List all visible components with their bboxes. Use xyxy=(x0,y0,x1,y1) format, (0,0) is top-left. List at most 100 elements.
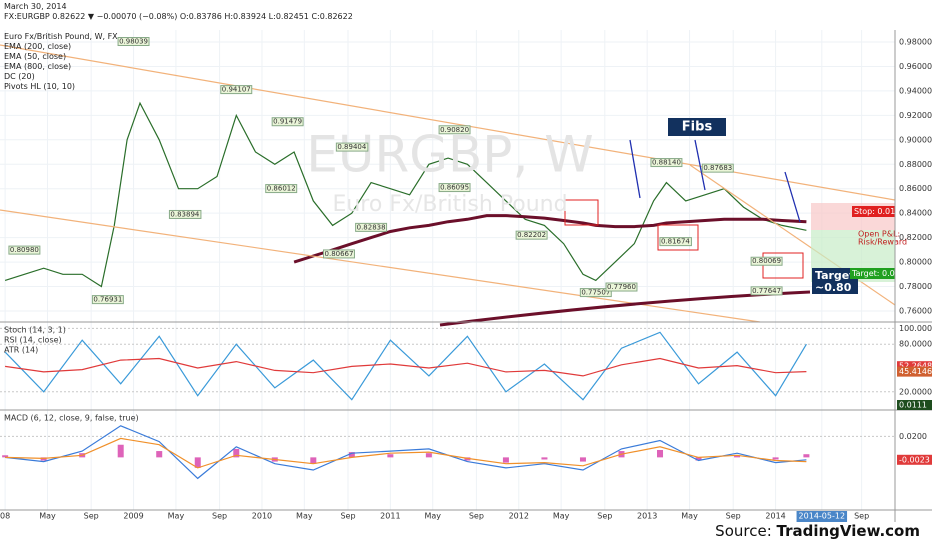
arrow xyxy=(784,171,801,223)
open-pl: Open P&L: xyxy=(858,230,900,239)
value-tag xyxy=(897,454,932,465)
x-tick-label: 2011 xyxy=(380,512,400,521)
pivot-label: 0.86095 xyxy=(440,184,469,192)
target-title: Target xyxy=(815,269,855,282)
x-tick-label: Sep xyxy=(84,512,99,521)
pivot-label: 0.82202 xyxy=(517,231,546,239)
x-tick-label: May xyxy=(553,512,570,521)
pivot-label: 0.91479 xyxy=(273,118,302,126)
legend-entry: EMA (800, close) xyxy=(4,62,72,71)
pivot-box xyxy=(168,209,202,219)
y-tick-label: 0.82000 xyxy=(899,233,932,242)
pivot-label: 0.82838 xyxy=(357,223,386,231)
pivot-box xyxy=(335,142,369,152)
series-line xyxy=(293,214,807,264)
histogram-bar xyxy=(2,455,9,458)
y-tick-label: 0.94000 xyxy=(899,86,932,95)
pivot-box xyxy=(8,245,41,255)
x-tick-label: 2014 xyxy=(765,512,785,521)
histogram-bar xyxy=(117,444,124,458)
source-prefix: Source: xyxy=(715,522,777,540)
source-site: TradingView.com xyxy=(776,522,920,540)
fibs-label: Fibs xyxy=(682,120,713,135)
pivot-label: 0.81674 xyxy=(661,238,690,246)
series-line xyxy=(4,331,807,401)
pivot-box xyxy=(750,256,783,266)
pivot-box xyxy=(650,158,683,168)
histogram-bar xyxy=(502,457,509,463)
date: March 30, 2014 xyxy=(4,2,67,11)
histogram-bar xyxy=(541,457,548,460)
histogram-bar xyxy=(310,457,317,464)
y-tick-label: 0.0200 xyxy=(899,432,927,441)
histogram-bar xyxy=(233,448,240,458)
x-tick-label: Sep xyxy=(726,512,741,521)
pane xyxy=(0,327,895,401)
histogram-bar xyxy=(387,454,394,458)
target-tag xyxy=(850,268,895,279)
x-tick-label: Sep xyxy=(469,512,484,521)
x-tick-label: 08 xyxy=(0,512,10,521)
value-tag-label: 45.4146 xyxy=(899,367,932,376)
pivot-box xyxy=(323,249,355,259)
value-tag-label: 0.0111 xyxy=(899,401,927,410)
x-tick-label: May xyxy=(168,512,185,521)
pivot-label: 0.88140 xyxy=(652,159,681,167)
histogram-bar xyxy=(734,455,741,458)
pivot-label: 0.80980 xyxy=(10,246,39,254)
y-tick-label: 20.0000 xyxy=(899,387,932,396)
pivot-box xyxy=(659,237,692,247)
pivot-label: 0.77960 xyxy=(607,283,636,291)
trend-line xyxy=(0,44,896,201)
pivot-box xyxy=(605,282,638,292)
pivot-label: 0.80667 xyxy=(325,250,354,258)
watermark-name: Euro Fx/British Pound xyxy=(332,192,567,217)
histogram-bar xyxy=(803,454,810,458)
y-tick-label: 100.0000 xyxy=(899,324,932,333)
histogram-bar xyxy=(156,451,163,458)
pivot-box xyxy=(438,125,471,135)
pivot-label: 0.90820 xyxy=(440,126,469,134)
y-tick-label: 80.0000 xyxy=(899,340,932,349)
legend-entry: EMA (200, close) xyxy=(4,42,72,51)
arrow xyxy=(629,139,641,199)
legend-entry: Pivots HL (10, 10) xyxy=(4,82,76,91)
x-tick-label: Sep xyxy=(854,512,869,521)
x-tick-label: Sep xyxy=(212,512,227,521)
pane xyxy=(0,425,895,480)
y-tick-label: 0.98000 xyxy=(899,37,932,46)
pane-subtitle: RSI (14, close) xyxy=(4,336,62,345)
risk-reward: Risk/Reward xyxy=(858,238,907,247)
pivot-box xyxy=(220,85,253,95)
legend-entry: EMA (50, close) xyxy=(4,52,67,61)
watermark-symbol: EURGBP, W xyxy=(306,126,593,184)
y-tick-label: 0.90000 xyxy=(899,135,932,144)
x-tick-label: 2013 xyxy=(637,512,657,521)
x-tick-label: May xyxy=(39,512,56,521)
series-line xyxy=(4,101,807,288)
pivot-box xyxy=(355,222,388,232)
pane-title: MACD (6, 12, close, 9, false, true) xyxy=(4,414,139,423)
pivot-box xyxy=(750,286,783,296)
legend-entry: DC (20) xyxy=(4,72,35,81)
histogram-bar xyxy=(425,453,432,458)
histogram-bar xyxy=(579,457,586,462)
y-tick-label: 0.86000 xyxy=(899,184,932,193)
x-tick-label: Sep xyxy=(597,512,612,521)
x-tick-label: 2010 xyxy=(252,512,272,521)
value-tag-label: -0.0023 xyxy=(899,455,930,464)
x-tick-label: May xyxy=(681,512,698,521)
pivot-label: 0.80069 xyxy=(752,257,781,265)
quote: FX:EURGBP 0.82622 ▼ −0.00070 (−0.08%) O:… xyxy=(4,12,353,21)
y-tick-label: 0.84000 xyxy=(899,209,932,218)
value-tag-label: 52.2648 xyxy=(899,362,932,371)
pivot-box xyxy=(265,184,298,194)
target-tag-label: Target: 0.0264 xyxy=(851,269,910,278)
x-tick-label: Sep xyxy=(340,512,355,521)
pivot-box xyxy=(117,37,150,47)
stop-tag xyxy=(852,206,895,217)
x-tick-label: 2009 xyxy=(123,512,143,521)
pivot-label: 0.77647 xyxy=(752,287,781,295)
y-tick-label: 0.76000 xyxy=(899,306,932,315)
